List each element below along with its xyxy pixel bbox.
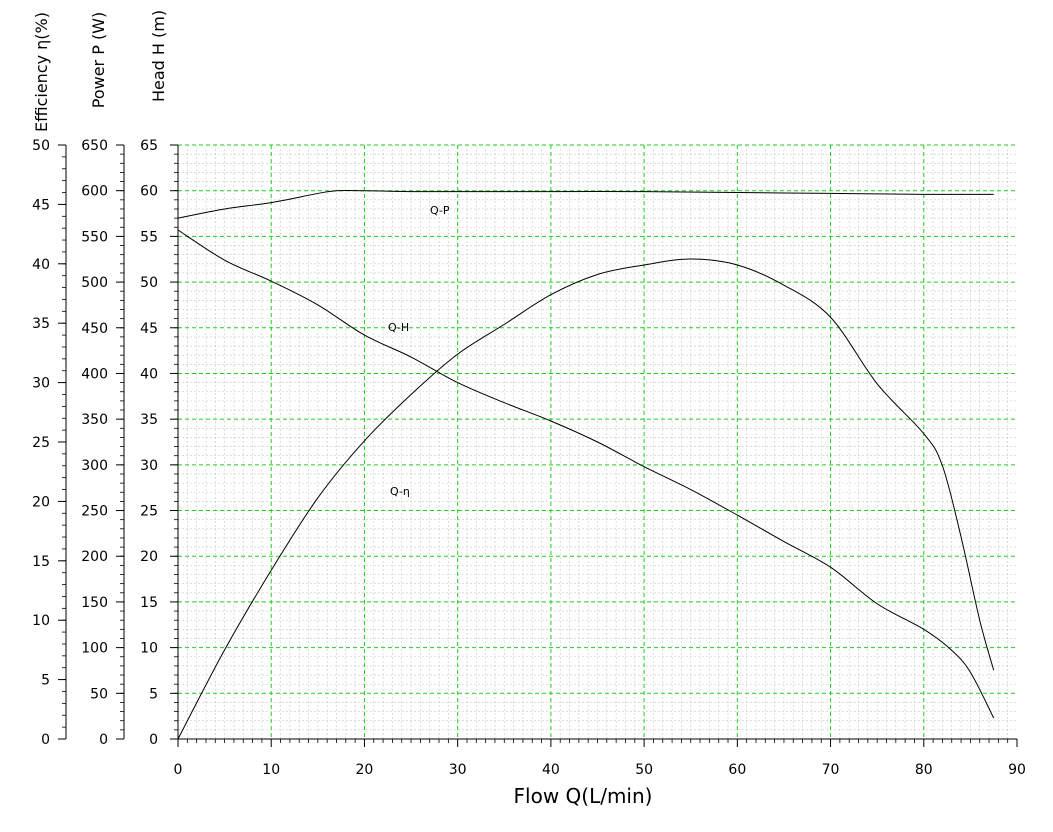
efficiency-tick-label: 5 bbox=[41, 673, 50, 689]
head-tick-label: 30 bbox=[140, 458, 158, 474]
efficiency-tick-label: 25 bbox=[32, 435, 50, 451]
series-label-Q-H: Q-H bbox=[388, 321, 409, 334]
head-tick-label: 0 bbox=[149, 732, 158, 748]
power-tick-label: 50 bbox=[90, 686, 108, 702]
efficiency-tick-label: 30 bbox=[32, 376, 50, 392]
x-tick-label: 90 bbox=[1008, 762, 1026, 778]
head-axis-title: Head H (m) bbox=[149, 10, 168, 102]
efficiency-tick-label: 20 bbox=[32, 494, 50, 510]
head-tick-label: 60 bbox=[140, 184, 158, 200]
power-tick-label: 100 bbox=[81, 641, 108, 657]
efficiency-tick-label: 40 bbox=[32, 257, 50, 273]
head-tick-label: 10 bbox=[140, 641, 158, 657]
x-tick-label: 50 bbox=[635, 762, 653, 778]
x-tick-label: 10 bbox=[262, 762, 280, 778]
power-tick-label: 200 bbox=[81, 549, 108, 565]
head-tick-label: 45 bbox=[140, 321, 158, 337]
chart-labels: Q-P Q-H Q-η bbox=[388, 204, 450, 498]
head-tick-label: 35 bbox=[140, 412, 158, 428]
head-tick-label: 50 bbox=[140, 275, 158, 291]
head-tick-label: 20 bbox=[140, 549, 158, 565]
power-tick-label: 250 bbox=[81, 504, 108, 520]
x-tick-label: 30 bbox=[449, 762, 467, 778]
x-tick-label: 60 bbox=[728, 762, 746, 778]
x-tick-label: 70 bbox=[822, 762, 840, 778]
power-tick-label: 150 bbox=[81, 595, 108, 611]
x-tick-label: 80 bbox=[915, 762, 933, 778]
series-label-Q-P: Q-P bbox=[430, 204, 450, 217]
series-label-Q-η: Q-η bbox=[390, 485, 410, 498]
series-line-Q-η bbox=[177, 258, 995, 740]
efficiency-tick-label: 35 bbox=[32, 316, 50, 332]
head-tick-label: 40 bbox=[140, 366, 158, 382]
head-tick-label: 55 bbox=[140, 229, 158, 245]
x-tick-label: 0 bbox=[174, 762, 183, 778]
efficiency-axis-title: Efficiency η(%) bbox=[32, 12, 51, 132]
power-axis-title: Power P (W) bbox=[89, 12, 108, 109]
head-tick-label: 65 bbox=[140, 138, 158, 154]
head-tick-label: 25 bbox=[140, 504, 158, 520]
power-tick-label: 0 bbox=[99, 732, 108, 748]
x-tick-label: 40 bbox=[542, 762, 560, 778]
chart-axes: 0 10 20 30 40 50 60 70 80 90051015202530354045505… bbox=[32, 138, 1026, 778]
efficiency-tick-label: 0 bbox=[41, 732, 50, 748]
head-tick-label: 5 bbox=[149, 686, 158, 702]
power-tick-label: 650 bbox=[81, 138, 108, 154]
chart-series bbox=[177, 189, 995, 740]
power-tick-label: 500 bbox=[81, 275, 108, 291]
efficiency-tick-label: 15 bbox=[32, 554, 50, 570]
head-tick-label: 15 bbox=[140, 595, 158, 611]
power-tick-label: 300 bbox=[81, 458, 108, 474]
x-tick-label: 20 bbox=[356, 762, 374, 778]
series-line-Q-P bbox=[177, 189, 994, 219]
efficiency-tick-label: 10 bbox=[32, 613, 50, 629]
power-tick-label: 600 bbox=[81, 184, 108, 200]
series-line-Q-H bbox=[177, 229, 995, 719]
power-tick-label: 550 bbox=[81, 229, 108, 245]
power-tick-label: 450 bbox=[81, 321, 108, 337]
efficiency-tick-label: 45 bbox=[32, 197, 50, 213]
power-tick-label: 350 bbox=[81, 412, 108, 428]
efficiency-tick-label: 50 bbox=[32, 138, 50, 154]
power-tick-label: 400 bbox=[81, 366, 108, 382]
x-axis-title: Flow Q(L/min) bbox=[514, 784, 653, 808]
